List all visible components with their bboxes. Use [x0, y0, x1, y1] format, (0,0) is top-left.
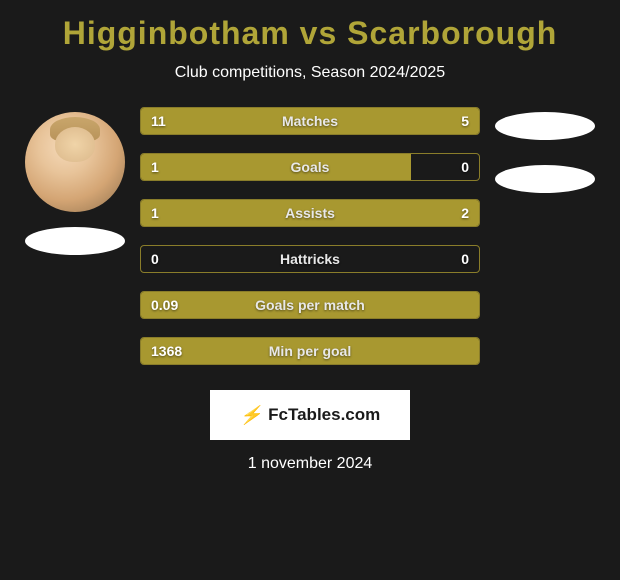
stat-value-right: 0 — [461, 251, 469, 267]
player-right-column — [495, 107, 595, 193]
player-left-avatar — [25, 112, 125, 212]
brand-badge[interactable]: ⚡ FcTables.com — [210, 390, 410, 440]
player-right-name-badge-2 — [495, 165, 595, 193]
page-title: Higginbotham vs Scarborough — [10, 15, 610, 52]
stat-label: Goals per match — [255, 297, 365, 313]
stat-value-left: 1 — [151, 159, 159, 175]
comparison-area: 11 Matches 5 1 Goals 0 1 Assists 2 — [10, 107, 610, 365]
stat-value-left: 0.09 — [151, 297, 178, 313]
stat-row-min-per-goal: 1368 Min per goal — [140, 337, 480, 365]
stat-row-hattricks: 0 Hattricks 0 — [140, 245, 480, 273]
stat-label: Goals — [291, 159, 330, 175]
stat-label: Hattricks — [280, 251, 340, 267]
stat-value-left: 11 — [151, 113, 166, 129]
stat-label: Assists — [285, 205, 335, 221]
player-right-name-badge-1 — [495, 112, 595, 140]
player-left-column — [25, 107, 125, 255]
stat-label: Min per goal — [269, 343, 351, 359]
stat-value-right: 0 — [461, 159, 469, 175]
stat-value-right: 5 — [461, 113, 469, 129]
stat-row-matches: 11 Matches 5 — [140, 107, 480, 135]
brand-text: FcTables.com — [268, 405, 380, 425]
stat-bar-left — [141, 108, 373, 134]
subtitle: Club competitions, Season 2024/2025 — [10, 64, 610, 82]
stat-row-assists: 1 Assists 2 — [140, 199, 480, 227]
stat-label: Matches — [282, 113, 338, 129]
stat-row-goals: 1 Goals 0 — [140, 153, 480, 181]
brand-icon: ⚡ — [240, 405, 262, 426]
stat-bar-left — [141, 154, 411, 180]
stat-value-left: 0 — [151, 251, 159, 267]
stat-value-right: 2 — [461, 205, 469, 221]
stats-bars: 11 Matches 5 1 Goals 0 1 Assists 2 — [140, 107, 480, 365]
date-text: 1 november 2024 — [10, 455, 610, 473]
stat-value-left: 1 — [151, 205, 159, 221]
stat-value-left: 1368 — [151, 343, 182, 359]
stat-row-goals-per-match: 0.09 Goals per match — [140, 291, 480, 319]
player-left-name-badge — [25, 227, 125, 255]
